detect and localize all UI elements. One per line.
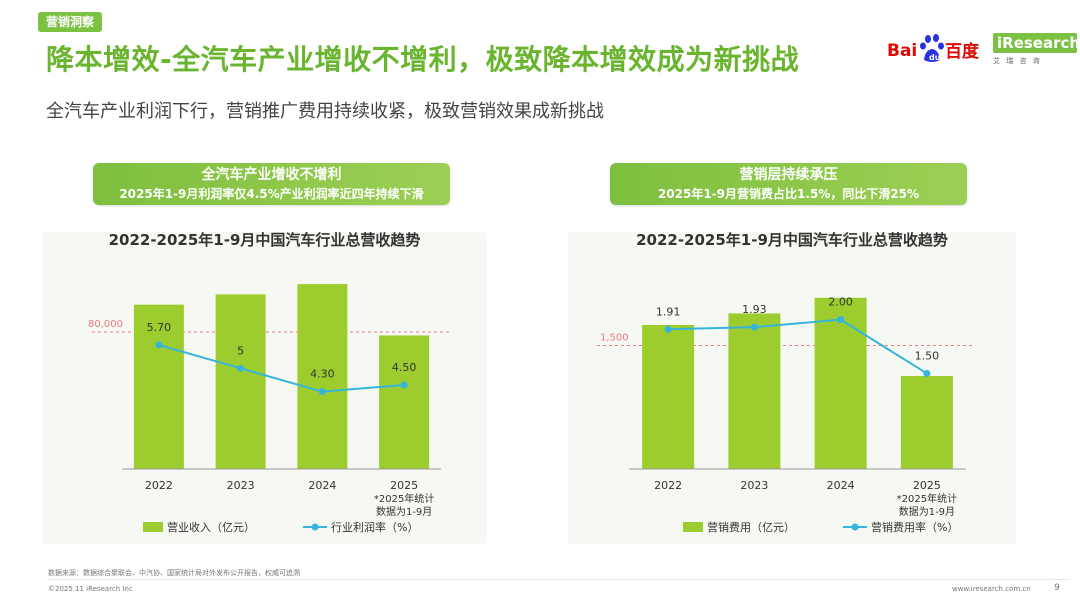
source-note: 数据来源：数据综合聚联会、中汽协、国家统计局对外发布公开报告，权威可追溯 [48, 569, 300, 577]
svg-text:Bai: Bai [887, 41, 917, 61]
right-line-point [664, 325, 672, 333]
page-title: 降本增效-全汽车产业增收不增利，极致降本增效成为新挑战 [46, 43, 800, 76]
left-line-series [158, 344, 405, 393]
left-reference-label: 80,000 [88, 319, 123, 330]
left-line-point [318, 388, 326, 396]
right-legend-line-label: 营销费用率（%） [871, 520, 958, 534]
right-line-point [923, 369, 931, 377]
left-bar [297, 284, 348, 469]
right-line-point [750, 323, 758, 331]
right-banner-headline: 营销层持续承压 [739, 167, 838, 183]
left-x-tick-note: 数据为1-9月 [376, 505, 432, 518]
left-x-tick-note: *2025年统计 [374, 492, 434, 505]
iresearch-logo-mark: iResearch [993, 33, 1080, 53]
right-x-tick-label: 2023 [740, 479, 768, 492]
svg-text:du: du [929, 53, 941, 62]
right-banner: 营销层持续承压 2025年1-9月营销费占比1.5%，同比下滑25% [610, 163, 967, 205]
footer-divider [48, 579, 1068, 580]
left-bar [215, 294, 266, 469]
iresearch-logo: iResearch 艾 瑞 咨 询 [993, 33, 1080, 73]
left-banner-headline: 全汽车产业增收不增利 [201, 167, 342, 183]
left-legend-line-label: 行业利润率（%） [331, 520, 418, 534]
right-bar [814, 297, 867, 469]
right-bar [728, 313, 781, 469]
left-bar [133, 304, 184, 469]
right-line-label: 1.50 [915, 349, 940, 362]
right-bar [900, 375, 953, 469]
right-line-label: 2.00 [828, 296, 853, 309]
left-x-tick-label: 2022 [145, 479, 173, 492]
right-x-tick-note: *2025年统计 [897, 492, 957, 505]
right-legend-line-marker [851, 523, 859, 531]
left-line-label: 4.30 [310, 368, 335, 381]
right-line-label: 1.91 [656, 305, 681, 318]
right-line-label: 1.93 [742, 303, 767, 316]
left-legend-bar-swatch [143, 522, 163, 532]
left-bar [379, 335, 430, 469]
left-line-label: 4.50 [392, 361, 417, 374]
left-banner: 全汽车产业增收不增利 2025年1-9月利润率仅4.5%产业利润率近四年持续下滑 [93, 163, 450, 205]
page-subtitle: 全汽车产业利润下行，营销推广费用持续收紧，极致营销效果成新挑战 [46, 101, 604, 122]
right-legend-bar-label: 营销费用（亿元） [707, 520, 795, 534]
right-chart-title: 2022-2025年1-9月中国汽车行业总营收趋势 [636, 231, 948, 249]
right-line-point [837, 316, 845, 324]
svg-text:百度: 百度 [945, 41, 980, 62]
left-x-tick-label: 2025 [390, 479, 418, 492]
right-banner-detail: 2025年1-9月营销费占比1.5%，同比下滑25% [657, 187, 920, 201]
right-x-tick-label: 2022 [654, 479, 682, 492]
right-x-tick-note: 数据为1-9月 [899, 505, 955, 518]
left-legend-bar-label: 营业收入（亿元） [167, 520, 255, 534]
left-line-point [155, 341, 163, 349]
left-legend-line-marker [311, 523, 319, 531]
left-x-tick-label: 2023 [227, 479, 255, 492]
iresearch-logo-subtext: 艾 瑞 咨 询 [993, 57, 1042, 65]
left-line-label: 5.70 [147, 321, 172, 334]
left-x-tick-label: 2024 [308, 479, 336, 492]
left-banner-detail: 2025年1-9月利润率仅4.5%产业利润率近四年持续下滑 [119, 187, 424, 201]
right-line-series [668, 318, 928, 375]
baidu-logo: Bai du 百度 [887, 34, 980, 62]
left-line-point [237, 364, 245, 372]
right-legend-bar-swatch [683, 522, 703, 532]
right-reference-label: 1,500 [600, 333, 629, 344]
page-number: 9 [1054, 583, 1060, 593]
left-line-label: 5 [237, 344, 244, 357]
website-link[interactable]: www.iresearch.com.cn [952, 585, 1031, 593]
left-line-point [400, 381, 408, 389]
copyright: ©2025.11 iResearch Inc [48, 585, 133, 593]
right-x-tick-label: 2025 [913, 479, 941, 492]
right-x-tick-label: 2024 [827, 479, 855, 492]
section-tag: 营销洞察 [38, 12, 103, 32]
right-bar [642, 324, 695, 469]
left-chart-title: 2022-2025年1-9月中国汽车行业总营收趋势 [108, 231, 421, 249]
